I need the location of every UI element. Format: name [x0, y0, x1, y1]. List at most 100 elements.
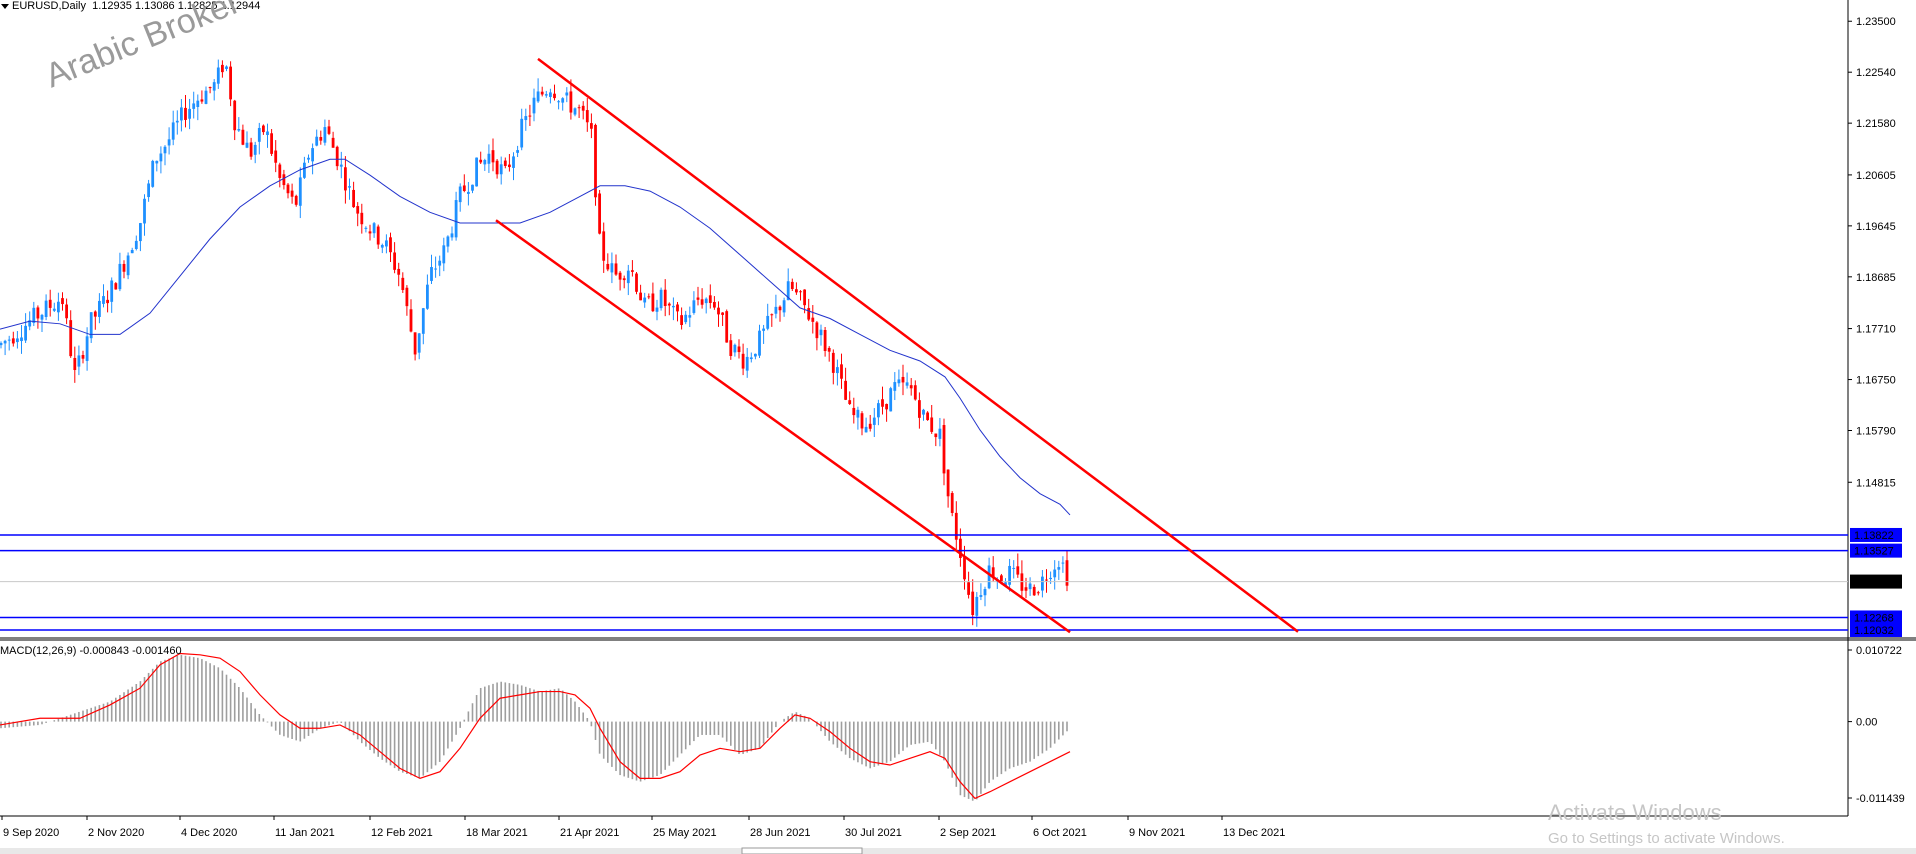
- candle-bull: [44, 300, 48, 318]
- candle-bull: [897, 379, 901, 384]
- price-tick-label: 1.19645: [1856, 221, 1896, 233]
- symbol-label: EURUSD,Daily: [12, 0, 86, 12]
- candle-bear: [622, 278, 626, 281]
- candle-bull: [98, 300, 101, 317]
- candle-bull: [532, 97, 536, 114]
- candle-bull: [16, 338, 19, 343]
- candle-bear: [61, 298, 64, 305]
- candle-bear: [327, 126, 331, 134]
- candle-bear: [405, 287, 409, 307]
- candle-bear: [807, 308, 811, 320]
- candle-bull: [749, 357, 753, 360]
- candle-bear: [274, 150, 278, 163]
- candle-bear: [221, 64, 224, 73]
- candle-bull: [544, 94, 548, 96]
- price-tick-label: 1.17710: [1856, 324, 1896, 336]
- candle-bear: [725, 311, 729, 343]
- candle-bull: [774, 306, 778, 314]
- candle-bull: [1061, 562, 1065, 564]
- time-tick-label: 4 Dec 2020: [181, 827, 237, 839]
- candle-bear: [618, 272, 622, 280]
- time-tick-label: 6 Oct 2021: [1033, 827, 1087, 839]
- candle-bull: [877, 403, 880, 418]
- candle-bull: [983, 589, 987, 596]
- candle-bear: [868, 423, 872, 429]
- candle-bull: [733, 344, 737, 353]
- candle-bull: [446, 236, 450, 247]
- candle-bear: [918, 400, 921, 418]
- candle-bull: [475, 157, 478, 187]
- candle-bear: [680, 315, 683, 325]
- candle-bull: [1057, 567, 1061, 570]
- candle-bull: [979, 595, 983, 597]
- candle-bull: [364, 227, 368, 229]
- candle-bear: [106, 299, 109, 304]
- candle-bear: [528, 115, 532, 117]
- candle-bull: [171, 122, 175, 140]
- candle-bear: [278, 164, 282, 178]
- time-tick-label: 25 May 2021: [653, 827, 717, 839]
- candle-bull: [130, 249, 134, 254]
- channel-trendline[interactable]: [537, 57, 1299, 633]
- candle-bear: [971, 591, 975, 616]
- candle-bull: [938, 428, 942, 439]
- candle-bull: [1008, 565, 1011, 585]
- candle-bull: [118, 263, 122, 290]
- candle-bear: [844, 380, 847, 400]
- candle-bear: [852, 407, 856, 416]
- level-price-box: [1850, 610, 1902, 625]
- candle-bear: [319, 137, 323, 141]
- symbol-dropdown-icon[interactable]: [1, 4, 9, 9]
- level-price-label: 1.13822: [1854, 530, 1894, 542]
- candle-bear: [823, 330, 827, 351]
- candle-bull: [426, 284, 429, 309]
- level-price-box: [1850, 543, 1902, 558]
- time-tick-label: 2 Sep 2021: [940, 827, 996, 839]
- candle-bear: [122, 263, 126, 272]
- bottom-tab[interactable]: [741, 847, 863, 854]
- candle-bear: [827, 347, 831, 352]
- time-tick-label: 30 Jul 2021: [845, 827, 902, 839]
- candle-bull: [766, 315, 770, 329]
- candle-bear: [479, 159, 483, 163]
- candle-bull: [454, 200, 458, 238]
- candle-bear: [1065, 560, 1069, 586]
- candle-bear: [200, 99, 204, 102]
- candle-bear: [1016, 566, 1020, 575]
- candle-bull: [1041, 576, 1044, 591]
- candle-bull: [782, 300, 786, 313]
- candle-bull: [303, 162, 306, 178]
- candle-bull: [610, 263, 614, 273]
- candle-bull: [561, 98, 565, 103]
- candle-bear: [368, 231, 372, 234]
- candle-bull: [688, 315, 692, 318]
- candle-bull: [872, 417, 876, 425]
- candle-bear: [778, 306, 782, 311]
- channel-trendline[interactable]: [495, 219, 1071, 634]
- candle-bear: [335, 146, 339, 167]
- candle-bear: [885, 403, 888, 410]
- candle-bear: [770, 314, 774, 316]
- candle-bear: [585, 110, 589, 123]
- candle-bull: [565, 92, 569, 96]
- candle-bull: [311, 148, 314, 162]
- candle-bear: [631, 270, 634, 272]
- candle-bear: [581, 105, 585, 111]
- candle-bull: [692, 300, 696, 313]
- candle-bull: [762, 328, 765, 331]
- candle-bear: [651, 293, 655, 312]
- candle-bull: [975, 596, 979, 616]
- time-tick-label: 11 Jan 2021: [275, 827, 335, 839]
- candle-bull: [380, 244, 384, 248]
- macd-signal-line: [0, 652, 1071, 800]
- candle-bull: [167, 139, 171, 146]
- time-tick-label: 9 Sep 2020: [3, 827, 59, 839]
- candle-bear: [713, 301, 716, 308]
- candle-bear: [184, 107, 187, 120]
- candle-bear: [815, 322, 819, 339]
- candle-bear: [270, 133, 273, 154]
- candle-bull: [216, 67, 220, 84]
- candle-bull: [180, 107, 183, 121]
- bottom-scroll-strip[interactable]: [0, 848, 1916, 854]
